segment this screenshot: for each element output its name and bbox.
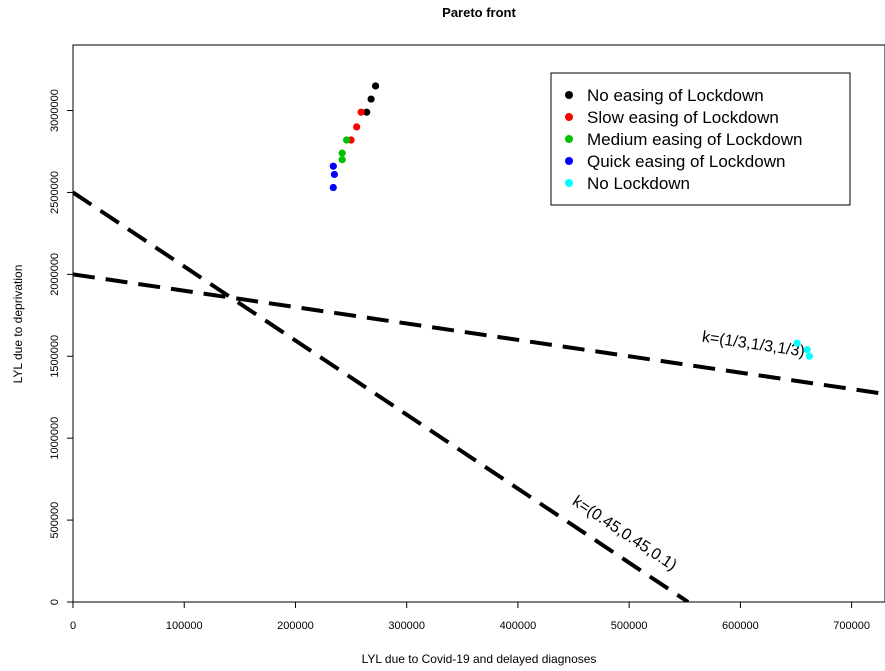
legend-box: [550, 72, 851, 206]
legend-marker: [565, 113, 573, 121]
legend: No easing of Lockdown Slow easing of Lock…: [550, 72, 851, 206]
x-tick-label: 0: [70, 620, 76, 632]
data-point-s3-3: [343, 136, 351, 144]
legend-entry: Medium easing of Lockdown: [587, 130, 802, 149]
data-point-s2-3: [357, 108, 365, 116]
data-point-s5-1: [793, 339, 801, 347]
data-point-s3-1: [338, 156, 346, 164]
x-tick-label: 600000: [722, 620, 759, 632]
reference-line-label-1: k=(1/3,1/3,1/3): [701, 329, 806, 361]
plot-frame: [72, 44, 885, 603]
data-point-s1-3: [371, 82, 380, 90]
legend-marker: [565, 179, 573, 187]
x-tick-label: 500000: [611, 620, 648, 632]
legend-entry: No Lockdown: [587, 174, 690, 193]
legend-entry: Quick easing of Lockdown: [587, 152, 785, 171]
y-tick-label: 2500000: [49, 171, 61, 214]
data-point-s3-2: [338, 149, 346, 157]
x-tick-label: 700000: [833, 620, 870, 632]
data-point-s4-1: [329, 183, 337, 192]
y-tick-label: 1500000: [49, 335, 61, 378]
data-points: [329, 82, 813, 360]
data-point-s4-3: [329, 162, 337, 170]
data-point-s1-1: [363, 108, 371, 116]
reference-line-1: [73, 272, 885, 396]
legend-entry: Slow easing of Lockdown: [587, 108, 779, 127]
x-tick-label: 400000: [500, 620, 537, 632]
y-axis: 0 500000 1000000 1500000 2000000 2500000 30000…: [49, 89, 73, 605]
y-tick-label: 3000000: [49, 89, 61, 132]
chart-title: Pareto front: [442, 5, 516, 20]
y-tick-label: 2000000: [49, 253, 61, 296]
legend-marker: [565, 135, 573, 143]
x-tick-label: 100000: [166, 620, 203, 632]
legend-marker: [565, 157, 573, 165]
x-tick-label: 200000: [277, 620, 314, 632]
data-point-s4-2: [330, 170, 338, 179]
y-axis-label: LYL due to deprivation: [11, 265, 25, 384]
reference-lines: k=(1/3,1/3,1/3)k=(0.45,0.45,0.1): [73, 190, 885, 602]
legend-entry: No easing of Lockdown: [587, 86, 764, 105]
y-tick-label: 500000: [49, 502, 61, 539]
data-point-s5-2: [803, 346, 811, 354]
data-point-s2-2: [353, 123, 361, 131]
y-tick-label: 1000000: [49, 417, 61, 460]
x-tick-label: 300000: [388, 620, 425, 632]
y-tick-label: 0: [49, 599, 61, 605]
data-point-s5-3: [805, 352, 813, 360]
x-axis: 0 100000 200000 300000 400000 500000 600000 700…: [70, 602, 870, 632]
reference-line-2: [73, 190, 690, 602]
legend-marker: [565, 91, 573, 99]
data-point-s1-2: [367, 95, 375, 103]
x-axis-label: LYL due to Covid-19 and delayed diagnose…: [362, 652, 597, 666]
